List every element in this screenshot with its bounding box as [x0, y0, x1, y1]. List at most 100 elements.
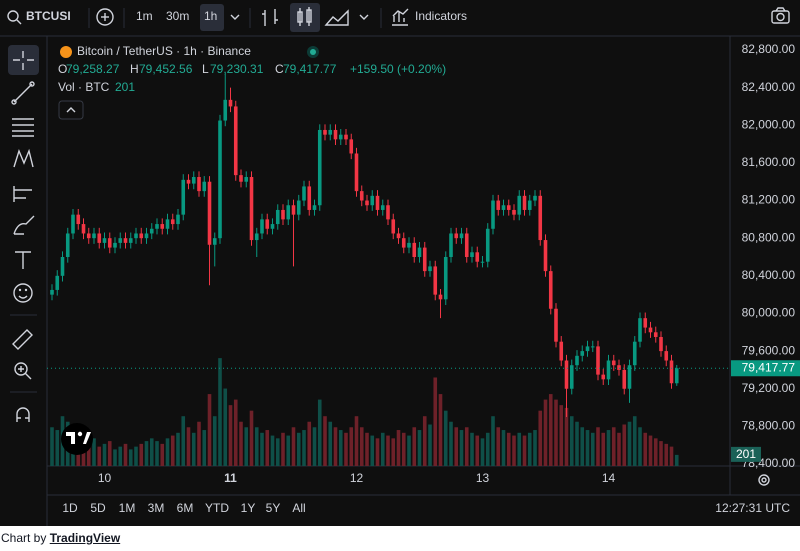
candle-body [118, 238, 123, 243]
text-tool[interactable] [15, 251, 31, 269]
pattern-tool[interactable] [13, 148, 34, 168]
candle-body [134, 233, 138, 239]
volume-bar [307, 421, 312, 466]
volume-bar [317, 399, 322, 466]
range-button[interactable]: All [292, 501, 305, 515]
y-tick-label: 80,400.00 [742, 268, 796, 282]
fib-tool[interactable] [12, 118, 34, 137]
candle-body [312, 205, 317, 210]
volume-bar [512, 435, 516, 466]
volume-bar [648, 435, 653, 466]
range-button[interactable]: YTD [205, 501, 229, 515]
candle-body [50, 289, 54, 295]
volume-bar [291, 427, 296, 466]
interval[interactable]: 1h [204, 9, 217, 23]
candle-body [149, 228, 154, 234]
collapse-button[interactable] [58, 100, 84, 120]
candle-body [123, 238, 128, 243]
candle-body [144, 233, 149, 239]
candle-body [580, 351, 585, 356]
volume-bar [396, 430, 401, 466]
trading-chart: BTCUSI 1m 30m 1h Indicators Bitcoin / Te… [0, 0, 800, 526]
volume-bar [113, 449, 117, 466]
candle-body [585, 346, 590, 352]
candle-body [176, 214, 180, 225]
candle-body [438, 294, 443, 300]
candle-style-active[interactable] [290, 3, 320, 32]
range-button[interactable]: 5D [90, 501, 106, 515]
candle-body [102, 238, 107, 243]
footer-link[interactable]: TradingView [49, 531, 121, 545]
y-tick-label: 82,400.00 [742, 80, 796, 94]
ohlc-o-label: O [58, 62, 67, 76]
interval[interactable]: 1m [136, 9, 153, 23]
volume-bar [569, 416, 574, 466]
volume-bar [296, 432, 301, 466]
candle-body [228, 99, 233, 107]
range-button[interactable]: 6M [177, 501, 194, 515]
bar-style-icon[interactable] [262, 9, 278, 26]
candle-body [71, 214, 75, 234]
search-icon[interactable] [7, 10, 22, 25]
candle-body [522, 195, 527, 210]
indicators-button[interactable]: Indicators [415, 9, 467, 23]
candle-body [554, 308, 558, 342]
prediction-tool[interactable] [13, 186, 32, 202]
candle-body [569, 365, 574, 389]
chevron[interactable] [230, 14, 240, 20]
candle-body [527, 200, 532, 210]
volume-legend-label: Vol · BTC [58, 80, 110, 94]
volume-bar [417, 430, 422, 466]
compare-button[interactable] [96, 8, 114, 26]
settings-icon[interactable] [758, 474, 770, 486]
candle-body [323, 129, 327, 135]
candle-body [659, 336, 663, 352]
magnet-tool[interactable] [16, 407, 30, 422]
trend-line-tool[interactable] [11, 81, 35, 105]
volume-bar [480, 438, 485, 466]
volume-bar [517, 432, 522, 466]
candle-body [55, 275, 60, 290]
candle-body [407, 242, 411, 248]
range-button[interactable]: 5Y [266, 501, 281, 515]
volume-bar [102, 443, 107, 466]
area-style-icon[interactable] [324, 9, 349, 26]
candle-body [475, 252, 480, 262]
volume-bar [265, 430, 270, 466]
volume-bar [638, 427, 642, 466]
volume-bar [186, 427, 191, 466]
candle-body [622, 369, 627, 389]
candle-body [380, 205, 385, 210]
candle-body [328, 129, 333, 135]
range-button[interactable]: 3M [148, 501, 165, 515]
emoji-tool[interactable] [13, 283, 33, 303]
candle-body [606, 360, 611, 380]
range-button[interactable]: 1D [62, 501, 78, 515]
volume-bar [176, 432, 180, 466]
range-button[interactable]: 1M [119, 501, 136, 515]
chevron[interactable] [359, 14, 369, 20]
symbol[interactable]: BTCUSI [26, 9, 71, 23]
range-button[interactable]: 1Y [241, 501, 256, 515]
candle-body [97, 233, 102, 243]
y-tick-label: 80,800.00 [742, 230, 796, 244]
interval[interactable]: 30m [166, 9, 189, 23]
candle-body [449, 233, 453, 257]
ohlc-o: 79,258.27 [66, 62, 120, 76]
ruler-tool[interactable] [12, 329, 33, 350]
crosshair-tool[interactable] [13, 51, 34, 70]
volume-bar [128, 449, 133, 466]
brush-tool[interactable] [13, 215, 35, 235]
candle-body [632, 341, 637, 366]
volume-bar [611, 427, 616, 466]
volume-bar [302, 430, 306, 466]
candle-body [601, 374, 606, 380]
camera-icon[interactable] [771, 7, 790, 24]
tradingview-logo[interactable] [61, 423, 93, 455]
volume-legend-value: 201 [115, 80, 135, 94]
volume-bar [443, 410, 448, 466]
zoom-tool[interactable] [14, 362, 32, 380]
volume-bar [155, 441, 159, 466]
candle-body [517, 195, 522, 215]
indicators-icon[interactable] [392, 8, 409, 26]
